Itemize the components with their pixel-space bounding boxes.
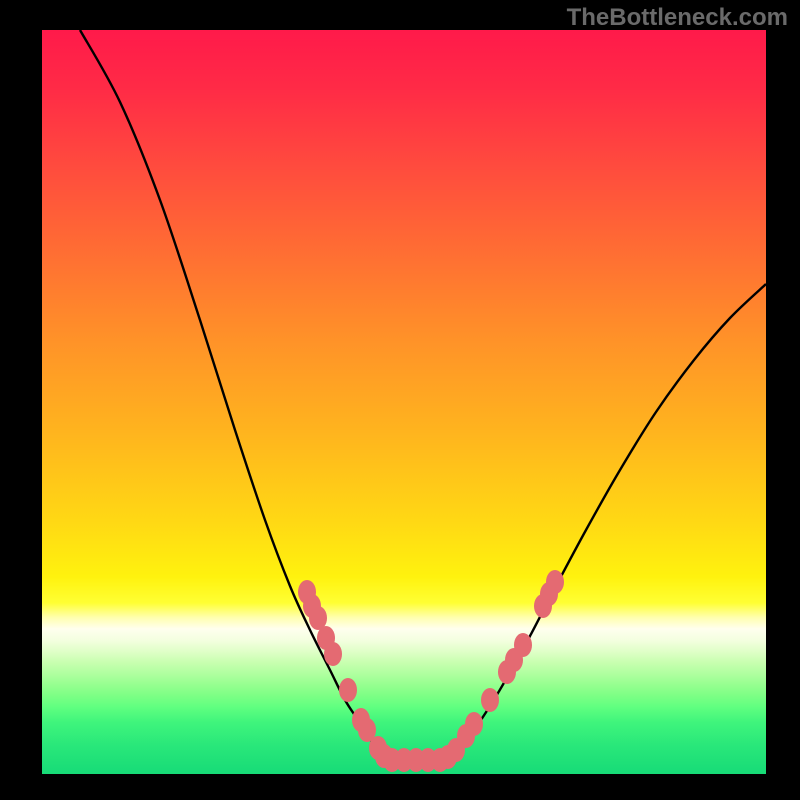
data-marker [324,642,342,666]
chart-canvas: TheBottleneck.com [0,0,800,800]
watermark-text: TheBottleneck.com [567,4,788,32]
data-marker [546,570,564,594]
curve-layer [0,0,800,800]
gradient-background [42,30,766,774]
data-marker [481,688,499,712]
data-marker [339,678,357,702]
data-marker [514,633,532,657]
data-marker [465,712,483,736]
